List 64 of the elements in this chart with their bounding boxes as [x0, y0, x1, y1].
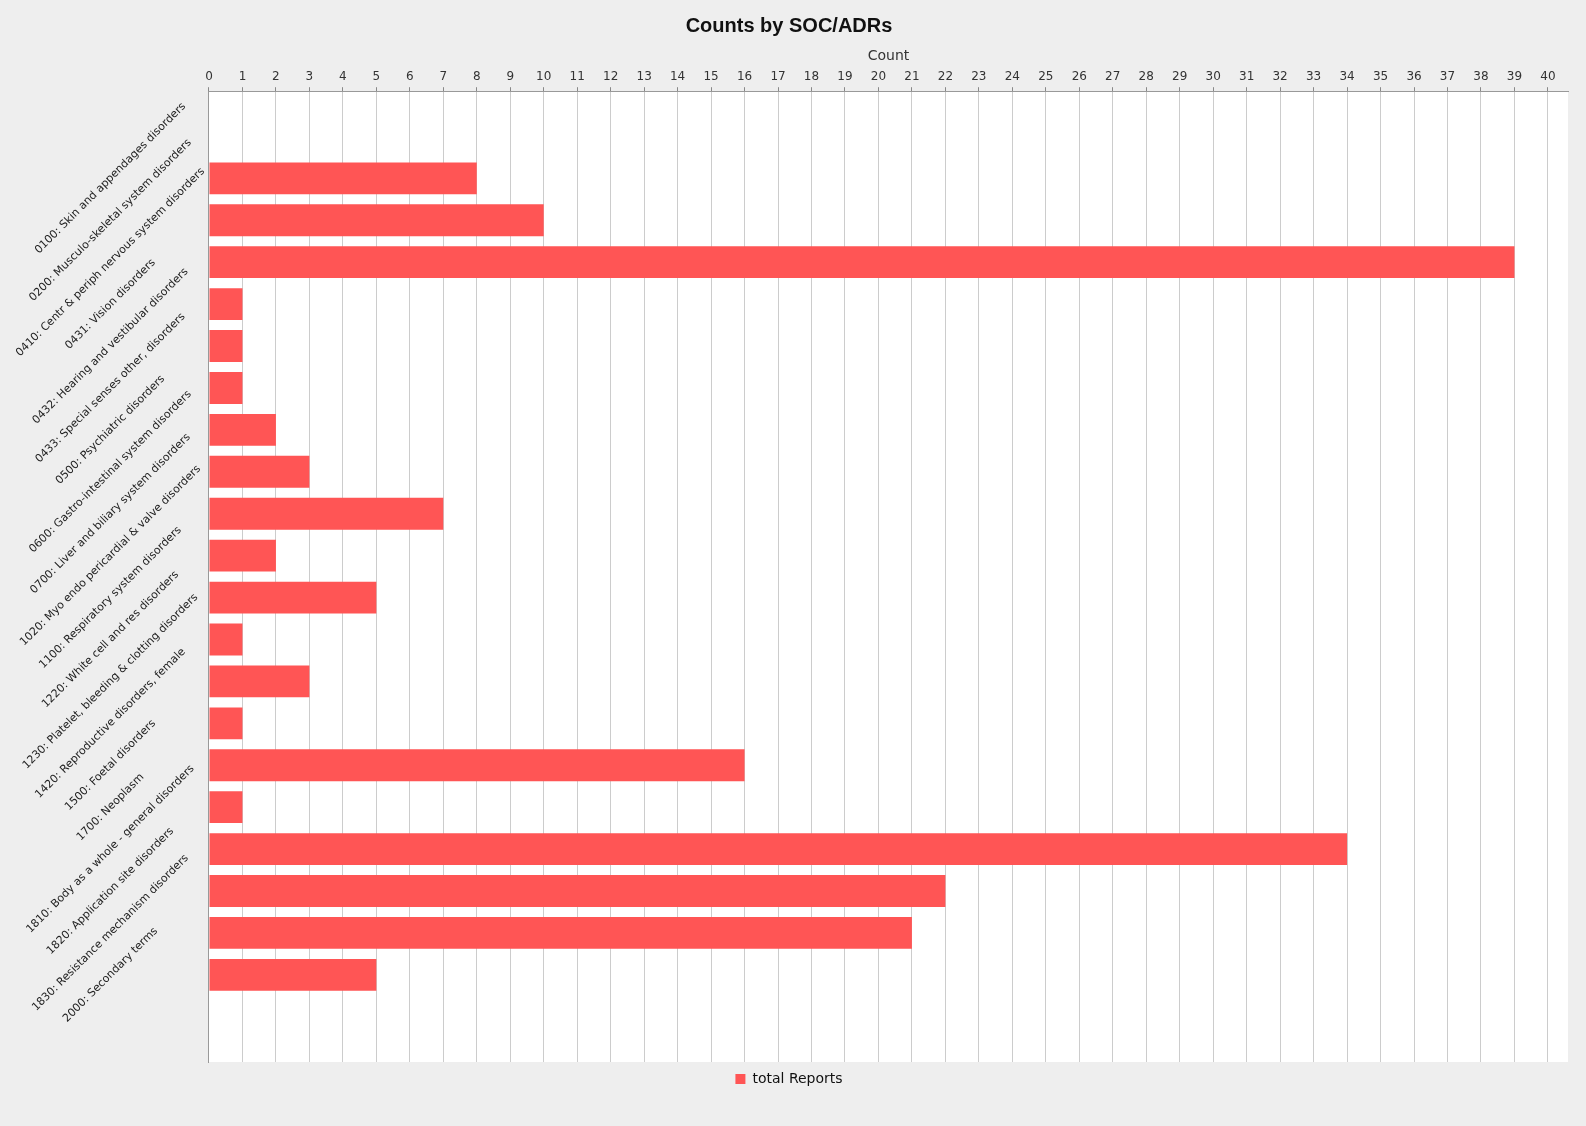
x-tick-label: 37: [1439, 69, 1456, 84]
x-tick-label: 26: [1071, 69, 1087, 84]
chart-title: Counts by SOC/ADRs: [685, 13, 893, 36]
legend-label: total Reports: [752, 1069, 843, 1086]
x-tick-label: 10: [536, 69, 552, 84]
bar: [209, 581, 377, 614]
x-tick-label: 1: [238, 69, 247, 84]
bar: [209, 246, 1515, 279]
bar: [209, 749, 745, 782]
x-tick-label: 0: [205, 69, 213, 84]
x-tick-label: 11: [569, 69, 585, 84]
x-tick-label: 9: [506, 69, 515, 84]
bar: [209, 623, 243, 656]
bar: [209, 707, 243, 740]
bar: [209, 665, 310, 698]
x-tick-label: 25: [1038, 69, 1054, 84]
bar: [209, 833, 1348, 866]
x-tick-label: 7: [439, 69, 448, 84]
x-tick-label: 3: [305, 69, 314, 84]
bar: [209, 204, 544, 237]
bar: [209, 875, 946, 907]
x-tick-label: 31: [1239, 69, 1255, 84]
x-tick-label: 16: [736, 69, 753, 84]
x-axis-title: Count: [867, 47, 910, 64]
x-tick-label: 35: [1372, 69, 1389, 84]
x-tick-label: 12: [603, 69, 619, 84]
bar: [209, 917, 912, 949]
bar: [209, 288, 243, 321]
bar: [209, 413, 276, 446]
x-tick-label: 17: [770, 69, 786, 84]
x-tick-label: 27: [1105, 69, 1121, 84]
x-tick-label: 21: [904, 69, 920, 84]
x-tick-label: 30: [1205, 69, 1221, 84]
x-tick-label: 22: [937, 69, 954, 84]
x-tick-label: 24: [1004, 69, 1020, 84]
x-tick-label: 19: [837, 69, 853, 84]
x-tick-label: 15: [703, 69, 719, 84]
x-tick-label: 39: [1506, 69, 1523, 84]
x-tick-label: 5: [372, 69, 381, 84]
x-tick-label: 8: [472, 69, 481, 84]
x-tick-label: 33: [1305, 69, 1322, 84]
x-tick-label: 40: [1540, 69, 1556, 84]
x-tick-label: 13: [636, 69, 652, 84]
x-tick-label: 32: [1272, 69, 1288, 84]
bar: [209, 372, 243, 404]
x-tick-label: 34: [1339, 69, 1355, 84]
x-tick-label: 36: [1406, 69, 1422, 84]
bar: [209, 497, 444, 530]
bar: [209, 455, 310, 488]
x-tick-label: 6: [406, 69, 414, 84]
x-tick-label: 14: [669, 69, 686, 84]
x-tick-label: 2: [272, 69, 280, 84]
bar: [209, 330, 243, 362]
x-tick-label: 29: [1172, 69, 1188, 84]
bar: [209, 958, 377, 991]
x-tick-label: 38: [1473, 69, 1489, 84]
x-tick-label: 18: [803, 69, 820, 84]
bar: [209, 791, 243, 824]
x-tick-label: 28: [1138, 69, 1154, 84]
bar: [209, 162, 477, 195]
x-tick-label: 23: [971, 69, 987, 84]
x-tick-label: 4: [339, 69, 347, 84]
x-tick-label: 20: [870, 69, 887, 84]
bar: [209, 539, 276, 572]
